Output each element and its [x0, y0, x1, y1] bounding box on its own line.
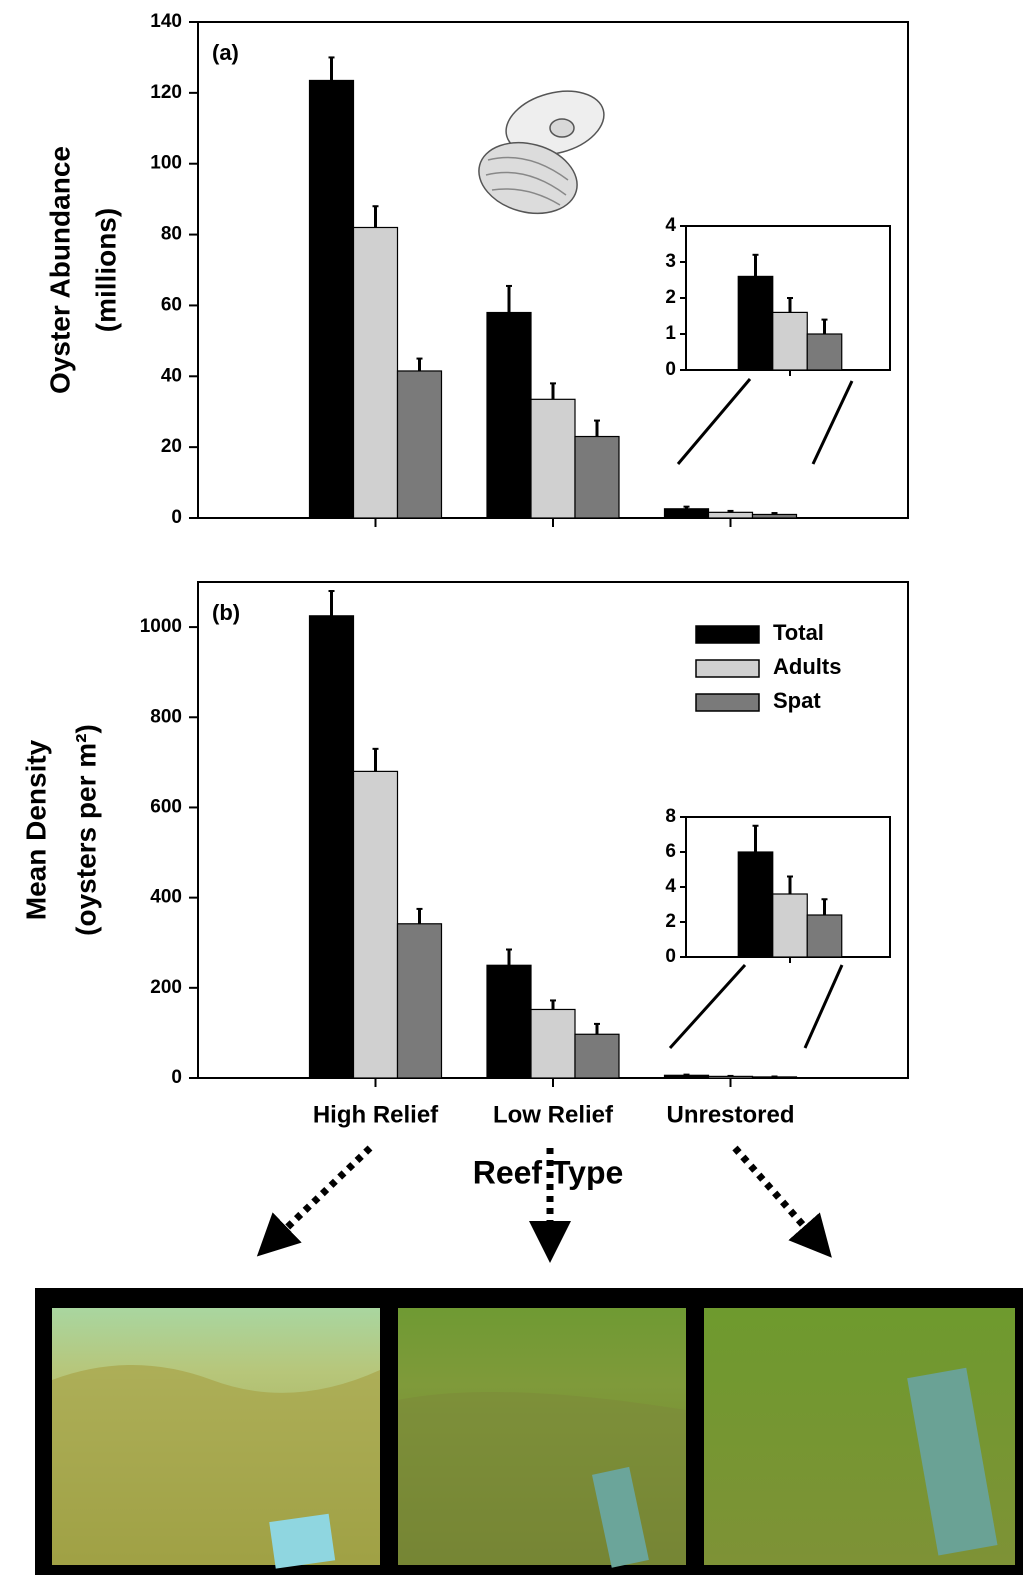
- y-tick-label: 600: [150, 796, 182, 817]
- legend-swatch: [695, 659, 760, 678]
- y-tick-label: 0: [171, 507, 182, 528]
- inset-connector: [668, 378, 854, 1050]
- panel-label: (b): [212, 600, 240, 625]
- bar: [486, 964, 532, 1079]
- y-tick-label: 120: [150, 82, 182, 103]
- legend-label: Spat: [773, 688, 821, 713]
- bar: [751, 1076, 798, 1079]
- inset-y-tick-label: 2: [665, 911, 676, 932]
- photo-strip: [35, 1288, 1023, 1575]
- bar: [352, 770, 399, 1079]
- x-tick-label: Low Relief: [493, 1101, 614, 1128]
- oyster-illustration: [478, 90, 605, 215]
- bar: [574, 435, 620, 519]
- bar: [663, 508, 710, 519]
- bar: [530, 398, 576, 519]
- y-tick-label: 800: [150, 706, 182, 727]
- legend-label: Total: [773, 620, 824, 645]
- bar: [751, 513, 798, 519]
- x-tick-label: Unrestored: [666, 1101, 794, 1128]
- y-tick-label: 1000: [140, 616, 182, 637]
- y-axis-label: Mean Density: [20, 739, 51, 920]
- y-axis-label: Oyster Abundance: [44, 146, 75, 394]
- bar: [530, 1008, 576, 1079]
- inset-y-tick-label: 1: [665, 323, 676, 344]
- bar: [486, 311, 532, 519]
- bar: [806, 914, 843, 958]
- inset-y-tick-label: 6: [665, 841, 676, 862]
- x-tick-label: High Relief: [313, 1101, 439, 1128]
- legend-swatch: [695, 693, 760, 712]
- y-tick-label: 200: [150, 977, 182, 998]
- arrow: [256, 1145, 832, 1263]
- inset-y-tick-label: 8: [665, 806, 676, 827]
- inset-y-tick-label: 3: [665, 251, 676, 272]
- inset-y-tick-label: 0: [665, 946, 676, 967]
- bar: [308, 615, 355, 1079]
- y-tick-label: 80: [161, 224, 182, 245]
- y-axis-label: (oysters per m²): [70, 724, 101, 936]
- bar: [574, 1033, 620, 1079]
- y-tick-label: 20: [161, 436, 182, 457]
- bar: [737, 851, 774, 958]
- inset-y-tick-label: 2: [665, 287, 676, 308]
- bar: [772, 311, 808, 371]
- bar: [352, 226, 399, 519]
- y-tick-label: 100: [150, 153, 182, 174]
- inset-y-tick-label: 4: [665, 876, 676, 897]
- y-tick-label: 140: [150, 11, 182, 32]
- bar: [308, 79, 355, 519]
- bar: [663, 1074, 710, 1079]
- y-tick-label: 0: [171, 1067, 182, 1088]
- inset-y-tick-label: 4: [665, 215, 676, 236]
- panel-label: (a): [212, 40, 239, 65]
- bar: [396, 370, 443, 519]
- bar: [707, 1075, 754, 1079]
- inset-y-tick-label: 0: [665, 359, 676, 380]
- y-tick-label: 40: [161, 365, 182, 386]
- x-axis-label: Reef Type: [473, 1154, 624, 1190]
- bar: [806, 333, 843, 371]
- y-tick-label: 60: [161, 294, 182, 315]
- bar: [396, 923, 443, 1079]
- y-axis-label: (millions): [90, 208, 121, 332]
- legend-swatch: [695, 625, 760, 644]
- bar: [737, 275, 774, 371]
- bar: [707, 511, 754, 519]
- legend-label: Adults: [773, 654, 841, 679]
- y-tick-label: 400: [150, 887, 182, 908]
- bar: [772, 893, 808, 958]
